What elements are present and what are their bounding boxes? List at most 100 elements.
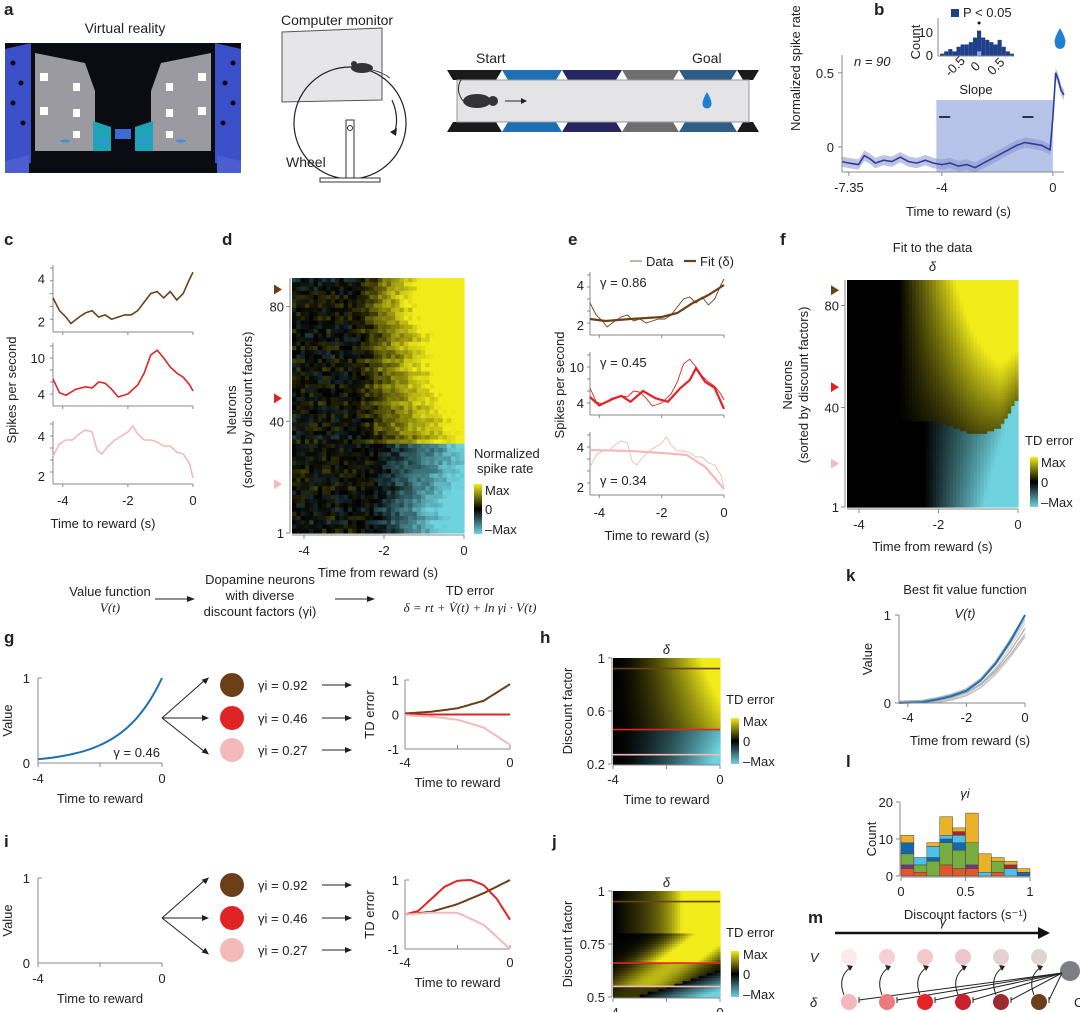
heatmap-cell — [915, 317, 920, 321]
heatmap-cell — [1014, 297, 1019, 301]
heatmap-cell — [322, 299, 327, 305]
heatmap-cell — [408, 507, 413, 513]
heatmap-cell — [425, 299, 431, 305]
heatmap-cell — [330, 516, 336, 521]
heatmap-cell — [888, 280, 893, 284]
heatmap-cell — [888, 383, 893, 387]
heatmap-cell — [442, 392, 448, 398]
heatmap-cell — [382, 286, 388, 292]
heatmap-cell — [412, 456, 418, 462]
heatmap-cell — [304, 511, 310, 517]
heatmap-cell — [925, 390, 930, 395]
heatmap-cell — [884, 287, 889, 291]
heatmap-cell — [339, 401, 345, 407]
heatmap-cell — [860, 280, 865, 284]
heatmap-cell — [918, 348, 923, 352]
heatmap-cell — [966, 378, 971, 382]
heatmap-cell — [925, 363, 930, 367]
heatmap-cell — [365, 520, 370, 526]
heatmap-cell — [347, 431, 353, 436]
heatmap-cell — [994, 310, 999, 314]
heatmap-cell — [898, 393, 903, 397]
heatmap-cell — [877, 385, 882, 390]
heatmap-cell — [949, 390, 954, 395]
heatmap-cell — [399, 329, 405, 334]
heatmap-cell — [990, 343, 995, 347]
heatmap-cell — [959, 280, 964, 284]
heatmap-cell — [976, 317, 981, 321]
heatmap-cell — [369, 511, 375, 517]
y-tick-label: 2 — [577, 318, 584, 333]
heatmap-cell — [874, 317, 879, 321]
heatmap-cell — [300, 384, 306, 390]
heatmap-cell — [304, 528, 310, 534]
heatmap-cell — [326, 507, 332, 513]
heatmap-cell — [929, 295, 934, 299]
heatmap-cell — [322, 418, 327, 424]
heatmap-cell — [908, 350, 913, 354]
vr-left-building — [35, 53, 95, 151]
heatmap-cell — [905, 380, 910, 385]
heatmap-cell — [942, 330, 947, 334]
heatmap-cell — [421, 452, 426, 458]
heatmap-cell — [373, 414, 379, 419]
heatmap-cell — [925, 287, 930, 291]
heatmap-cell — [959, 310, 964, 314]
heatmap-cell — [1014, 350, 1019, 354]
heatmap-cell — [1007, 330, 1012, 334]
heatmap-cell — [953, 280, 958, 284]
heatmap-cell — [300, 307, 306, 313]
heatmap-cell — [378, 409, 383, 415]
heatmap-cell — [369, 303, 375, 309]
heatmap-cell — [850, 282, 855, 286]
heatmap-cell — [990, 393, 995, 397]
heatmap-cell — [894, 396, 899, 400]
heatmap-cell — [932, 340, 937, 344]
heatmap-cell — [857, 385, 862, 390]
heatmap-cell — [850, 285, 855, 289]
heatmap-cell — [867, 332, 872, 337]
heatmap-cell — [446, 460, 452, 466]
heatmap-cell — [347, 507, 353, 513]
heatmap-cell — [983, 338, 988, 342]
heatmap-cell — [408, 524, 413, 530]
heatmap-cell — [911, 370, 916, 374]
heatmap-cell — [970, 280, 975, 284]
heatmap-cell — [429, 409, 435, 415]
heatmap-cell — [905, 355, 910, 359]
heatmap-cell — [390, 367, 396, 373]
heatmap-cell — [292, 524, 297, 530]
heatmap-cell — [867, 396, 872, 400]
heatmap-cell — [365, 392, 370, 398]
heatmap-cell — [296, 499, 302, 504]
heatmap-cell — [352, 384, 358, 390]
heatmap-cell — [877, 343, 882, 347]
heatmap-cell — [296, 388, 302, 394]
heatmap-cell — [966, 310, 971, 314]
heatmap-cell — [860, 307, 865, 311]
e-ylabel: Spikes per second — [552, 332, 567, 439]
heatmap-cell — [942, 332, 947, 337]
heatmap-cell — [347, 278, 353, 283]
heatmap-cell — [884, 332, 889, 337]
heatmap-cell — [963, 345, 968, 349]
heatmap-cell — [322, 367, 327, 373]
heatmap-cell — [356, 312, 362, 317]
heatmap-cell — [403, 303, 409, 309]
heatmap-cell — [850, 383, 855, 387]
heatmap-cell — [356, 528, 362, 534]
heatmap-cell — [378, 520, 383, 526]
heatmap-cell — [446, 320, 452, 326]
heatmap-cell — [867, 390, 872, 395]
heatmap-cell — [901, 292, 906, 296]
heatmap-cell — [956, 310, 961, 314]
heatmap-cell — [922, 373, 927, 377]
heatmap-cell — [935, 312, 940, 316]
heatmap-cell — [451, 350, 456, 356]
heatmap-cell — [330, 503, 336, 509]
heatmap-cell — [966, 363, 971, 367]
heatmap-cell — [864, 340, 869, 344]
heatmap-cell — [922, 343, 927, 347]
heatmap-cell — [918, 302, 923, 306]
heatmap-cell — [898, 375, 903, 379]
